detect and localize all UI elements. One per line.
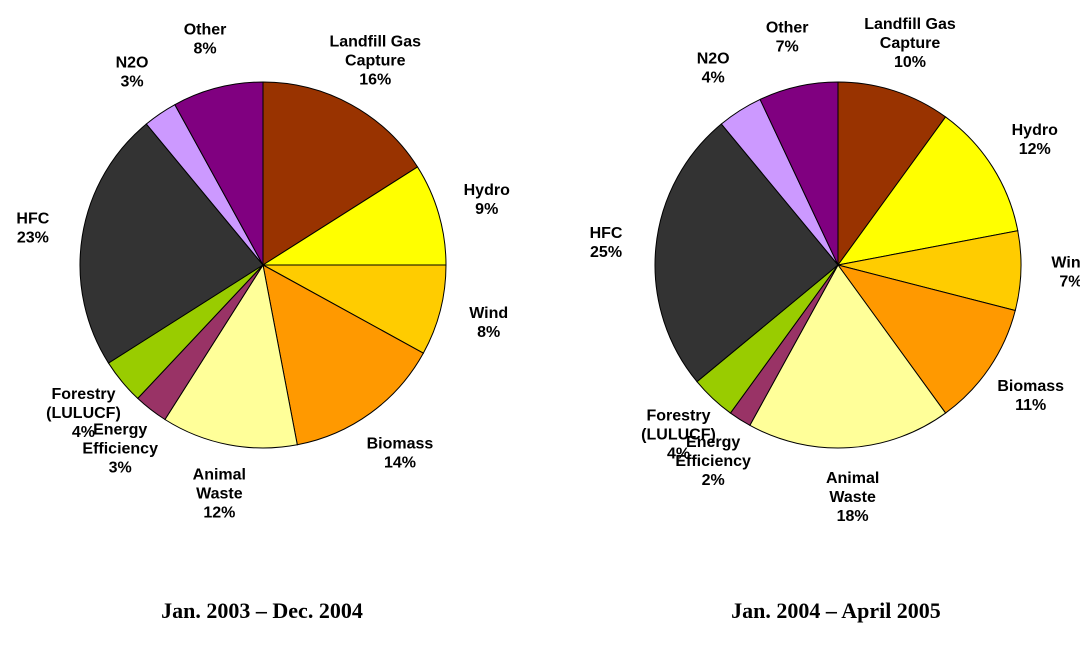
label-line: Biomass [997,378,1064,395]
slice-label: Hydro [464,182,510,199]
slice-label: Wind [1051,254,1080,271]
label-line: Forestry [51,386,115,403]
label-line: Efficiency [675,453,751,470]
pie-slice [759,81,839,266]
pie-slice [836,264,1016,414]
pie-slice [262,264,425,446]
slice-percent: 9% [475,201,498,218]
slice-label: Landfill Gas Capture [329,33,421,69]
slice-label: Animal Waste [826,470,879,506]
label-line: (LULUCF) [46,405,121,422]
slice-label: Energy Efficiency [675,434,751,470]
label-line: Waste [196,485,243,502]
label-line: Efficiency [82,441,158,458]
label-line: N2O [697,50,730,67]
slice-label: N2O [697,50,730,67]
pie-slice [79,123,264,364]
slice-label: HFC [590,225,623,242]
slice-percent: 4% [72,424,95,441]
pie-slice [174,81,264,266]
slice-percent: 3% [120,73,143,90]
pie-slice [836,116,1019,266]
slice-label: Other [766,20,809,37]
slice-percent: 12% [203,504,235,521]
chart-title: Jan. 2003 – Dec. 2004 [161,598,363,623]
label-line: HFC [16,211,49,228]
label-line: Landfill Gas [864,16,956,33]
slice-label: Landfill Gas Capture [864,16,956,52]
pie-slice [262,81,419,266]
slice-percent: 10% [894,54,926,71]
slice-percent: 23% [17,230,49,247]
slice-label: Animal Waste [193,466,246,502]
slice-label: Energy Efficiency [82,422,158,458]
pie-slice [749,264,947,449]
slice-percent: 3% [109,460,132,477]
slice-percent: 8% [477,324,500,341]
label-line: Forestry [646,407,710,424]
slice-label: N2O [116,54,149,71]
slice-percent: 11% [1015,397,1046,414]
slice-percent: 7% [1059,273,1080,290]
pie-slice [837,81,947,267]
label-line: Wind [469,305,508,322]
label-line: Energy [686,434,740,451]
label-line: N2O [116,54,149,71]
slice-percent: 8% [193,40,216,57]
label-line: Biomass [367,436,434,453]
slice-label: Forestry (LULUCF) [641,407,716,443]
label-line: Hydro [1012,122,1058,139]
slice-percent: 14% [384,455,416,472]
pie-slice [261,166,447,266]
label-line: HFC [590,225,623,242]
slice-label: Biomass [997,378,1064,395]
label-line: Hydro [464,182,510,199]
slice-percent: 12% [1019,141,1051,158]
pie-slice [164,263,298,449]
slice-percent: 4% [667,445,690,462]
label-line: Animal [826,470,879,487]
chart-title: Jan. 2004 – April 2005 [731,598,941,623]
label-line: Waste [829,489,876,506]
slice-label: Wind [469,305,508,322]
slice-percent: 16% [359,71,391,88]
pie-slice [262,264,447,354]
label-line: Landfill Gas [329,33,421,50]
slice-percent: 4% [702,69,725,86]
label-line: Capture [345,52,406,69]
slice-label: HFC [16,211,49,228]
slice-label: Other [184,21,227,38]
label-line: Other [766,20,809,37]
label-line: Energy [93,422,147,439]
slice-label: Hydro [1012,122,1058,139]
slice-percent: 18% [837,508,869,525]
slice-label: Biomass [367,436,434,453]
slice-percent: 7% [776,39,799,56]
pie-slice [654,123,839,383]
slice-label: Forestry (LULUCF) [46,386,121,422]
slice-percent: 25% [590,244,622,261]
label-line: Wind [1051,254,1080,271]
label-line: (LULUCF) [641,426,716,443]
label-line: Capture [880,35,941,52]
slice-percent: 2% [702,472,725,489]
label-line: Other [184,21,227,38]
label-line: Animal [193,466,246,483]
